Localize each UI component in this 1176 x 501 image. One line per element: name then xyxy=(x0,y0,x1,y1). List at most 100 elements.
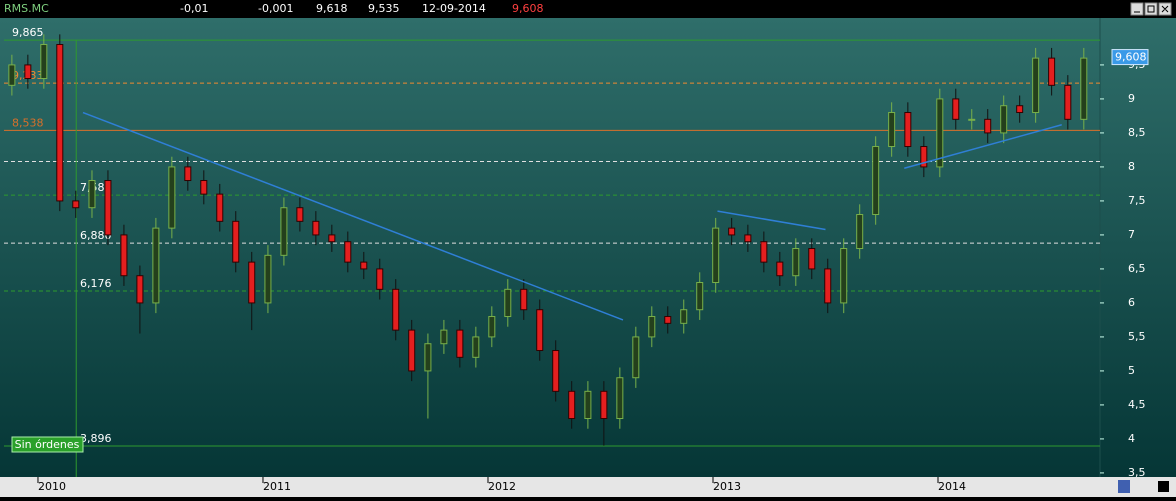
level-label: 6,880 xyxy=(80,229,112,242)
y-tick-label: 5,5 xyxy=(1128,330,1146,343)
candle-body xyxy=(584,390,592,420)
candle-body xyxy=(264,254,272,304)
candle-body xyxy=(360,261,368,270)
x-tick-label: 2012 xyxy=(488,480,516,493)
status[interactable]: Sin órdenes xyxy=(15,438,80,451)
candle-body xyxy=(8,64,16,86)
candle-body xyxy=(776,261,784,277)
x-tick-label: 2013 xyxy=(713,480,741,493)
trendline xyxy=(717,210,826,231)
x-tick-label: 2011 xyxy=(263,480,291,493)
candle-body xyxy=(696,282,704,311)
y-tick-label: 8,5 xyxy=(1128,126,1146,139)
header-bar xyxy=(0,0,1176,18)
candle-body xyxy=(856,214,864,250)
candle-body xyxy=(1032,57,1040,114)
candle-body xyxy=(200,180,208,195)
candle-body xyxy=(184,166,192,182)
candle-body xyxy=(440,329,448,345)
last-price-box xyxy=(1111,49,1149,66)
header-item: -0,001 xyxy=(258,2,293,15)
y-tick-label: 4,5 xyxy=(1128,398,1146,411)
candle-body xyxy=(312,220,320,236)
corner-icons[interactable] xyxy=(1118,480,1169,493)
candle-body xyxy=(808,248,816,270)
level-label: 8,538 xyxy=(12,116,44,129)
candle-body xyxy=(1048,57,1056,86)
header-item: 9,608 xyxy=(512,2,544,15)
y-tick-label: 7,5 xyxy=(1128,194,1146,207)
candle-body xyxy=(632,336,640,379)
candle-body xyxy=(376,268,384,290)
candle-body xyxy=(792,248,800,277)
level-label: 9,865 xyxy=(12,26,44,39)
candle-body xyxy=(504,288,512,318)
candle-body xyxy=(664,316,672,324)
candle-body xyxy=(824,268,832,304)
header-item: 9,535 xyxy=(368,2,400,15)
candle-body xyxy=(392,288,400,331)
candle-body xyxy=(920,146,928,168)
header-item: 9,618 xyxy=(316,2,348,15)
candle-body xyxy=(536,309,544,352)
candle-body xyxy=(904,112,912,148)
candle-body xyxy=(488,316,496,338)
candle-body xyxy=(840,248,848,304)
candle-body xyxy=(248,261,256,304)
candle-body xyxy=(552,350,560,392)
candle-body xyxy=(936,98,944,168)
candle-body xyxy=(24,64,32,80)
candle-body xyxy=(1016,105,1024,114)
candle-body xyxy=(648,316,656,338)
header-item: -0,01 xyxy=(180,2,208,15)
last-price-label: 9,608 xyxy=(1115,51,1147,64)
candle-body xyxy=(888,112,896,148)
candle-body xyxy=(296,207,304,222)
status-box[interactable] xyxy=(11,436,84,453)
candle-body xyxy=(616,377,624,420)
candle-body xyxy=(280,207,288,256)
x-axis-strip xyxy=(0,477,1176,497)
header-item: 12-09-2014 xyxy=(422,2,486,15)
window-buttons[interactable] xyxy=(1130,2,1172,16)
candle-body xyxy=(600,390,608,420)
y-tick-label: 9 xyxy=(1128,92,1135,105)
candle-body xyxy=(120,234,128,277)
candle-body xyxy=(1000,105,1008,134)
x-tick-label: 2014 xyxy=(938,480,966,493)
y-tick-label: 6 xyxy=(1128,296,1135,309)
candle-body xyxy=(968,118,976,121)
trendline xyxy=(904,124,1062,170)
candle-body xyxy=(104,180,112,236)
candle-body xyxy=(984,118,992,134)
y-tick-label: 3,5 xyxy=(1128,466,1146,479)
candle-body xyxy=(952,98,960,120)
level-label: 3,896 xyxy=(80,432,112,445)
y-tick-label: 7 xyxy=(1128,228,1135,241)
candle-body xyxy=(40,44,48,80)
candle-body xyxy=(1080,57,1088,120)
candle-body xyxy=(72,200,80,209)
y-tick-label: 4 xyxy=(1128,432,1135,445)
candle-body xyxy=(520,288,528,311)
candle-body xyxy=(744,234,752,243)
candle-body xyxy=(1064,84,1072,120)
candle-body xyxy=(728,227,736,236)
candle-body xyxy=(456,329,464,358)
candle-body xyxy=(712,227,720,284)
candle-body xyxy=(328,234,336,243)
level-label: 7,585 xyxy=(80,181,112,194)
candle-body xyxy=(872,146,880,216)
candle-body xyxy=(344,241,352,263)
candle-body xyxy=(56,44,64,202)
y-tick-label: 8 xyxy=(1128,160,1135,173)
candle-body xyxy=(88,180,96,209)
trendline xyxy=(82,111,624,321)
y-tick-label: 5 xyxy=(1128,364,1135,377)
candle-body xyxy=(152,227,160,304)
level-label: 6,176 xyxy=(80,277,112,290)
candle-body xyxy=(568,390,576,420)
y-tick-label: 6,5 xyxy=(1128,262,1146,275)
candle-body xyxy=(136,275,144,304)
